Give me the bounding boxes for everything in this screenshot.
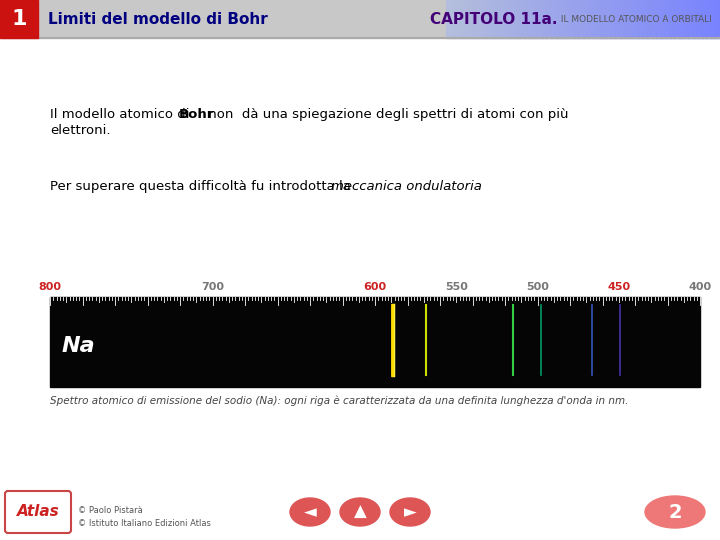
- Bar: [679, 0, 685, 38]
- Bar: [702, 0, 707, 38]
- Text: Il modello atomico di: Il modello atomico di: [50, 108, 194, 121]
- Bar: [611, 0, 616, 38]
- Bar: [533, 0, 539, 38]
- Bar: [624, 0, 630, 38]
- Text: ◄: ◄: [304, 503, 316, 521]
- Bar: [661, 0, 666, 38]
- Bar: [482, 0, 488, 38]
- Bar: [574, 0, 580, 38]
- Bar: [711, 0, 716, 38]
- Text: ▲: ▲: [354, 503, 366, 521]
- Bar: [556, 0, 561, 38]
- Bar: [642, 0, 648, 38]
- Bar: [492, 0, 498, 38]
- Bar: [716, 0, 720, 38]
- Bar: [464, 0, 470, 38]
- Bar: [697, 0, 703, 38]
- Bar: [656, 0, 662, 38]
- Text: 700: 700: [201, 282, 224, 292]
- Text: elettroni.: elettroni.: [50, 124, 110, 137]
- Bar: [570, 0, 575, 38]
- Bar: [551, 0, 557, 38]
- Bar: [597, 0, 602, 38]
- Bar: [665, 0, 671, 38]
- Bar: [451, 0, 456, 38]
- Bar: [515, 0, 520, 38]
- Bar: [675, 0, 680, 38]
- Text: 600: 600: [364, 282, 387, 292]
- Bar: [446, 0, 451, 38]
- Bar: [638, 0, 644, 38]
- Bar: [487, 0, 492, 38]
- Bar: [519, 0, 525, 38]
- Bar: [537, 0, 543, 38]
- Bar: [0, 0, 38, 38]
- Bar: [478, 0, 484, 38]
- Bar: [629, 0, 634, 38]
- Text: non  dà una spiegazione degli spettri di atomi con più: non dà una spiegazione degli spettri di …: [204, 108, 569, 121]
- Text: Atlas: Atlas: [17, 503, 59, 518]
- Bar: [633, 0, 639, 38]
- Bar: [606, 0, 611, 38]
- Bar: [592, 0, 598, 38]
- Bar: [455, 0, 461, 38]
- Ellipse shape: [645, 496, 705, 528]
- Bar: [652, 0, 657, 38]
- Bar: [528, 0, 534, 38]
- Bar: [560, 0, 566, 38]
- Bar: [501, 0, 506, 38]
- Bar: [601, 0, 607, 38]
- Text: 800: 800: [38, 282, 61, 292]
- Text: IL MODELLO ATOMICO A ORBITALI: IL MODELLO ATOMICO A ORBITALI: [558, 15, 712, 24]
- Ellipse shape: [290, 498, 330, 526]
- Bar: [619, 0, 625, 38]
- Bar: [564, 0, 570, 38]
- Bar: [469, 0, 474, 38]
- Bar: [50, 297, 700, 387]
- Bar: [615, 0, 621, 38]
- Text: Spettro atomico di emissione del sodio (Na): ogni riga è caratterizzata da una d: Spettro atomico di emissione del sodio (…: [50, 395, 629, 406]
- Text: Na: Na: [62, 336, 96, 356]
- Text: .: .: [448, 180, 451, 193]
- Text: meccanica ondulatoria: meccanica ondulatoria: [330, 180, 482, 193]
- Bar: [578, 0, 584, 38]
- Bar: [0, 0, 720, 38]
- Bar: [706, 0, 712, 38]
- Text: 1: 1: [12, 9, 27, 29]
- Bar: [474, 0, 479, 38]
- Text: © Paolo Pistarà
© Istituto Italiano Edizioni Atlas: © Paolo Pistarà © Istituto Italiano Ediz…: [78, 506, 211, 528]
- Bar: [588, 0, 593, 38]
- Bar: [693, 0, 698, 38]
- Bar: [505, 0, 511, 38]
- Bar: [683, 0, 689, 38]
- Text: Bohr: Bohr: [179, 108, 214, 121]
- Text: ►: ►: [404, 503, 416, 521]
- Text: 450: 450: [607, 282, 630, 292]
- Text: 500: 500: [526, 282, 549, 292]
- Text: 550: 550: [445, 282, 468, 292]
- Bar: [583, 0, 588, 38]
- Text: 2: 2: [668, 503, 682, 522]
- Text: CAPITOLO 11a.: CAPITOLO 11a.: [430, 11, 557, 26]
- Bar: [542, 0, 547, 38]
- Text: Limiti del modello di Bohr: Limiti del modello di Bohr: [48, 11, 268, 26]
- Bar: [510, 0, 516, 38]
- Bar: [459, 0, 465, 38]
- Ellipse shape: [340, 498, 380, 526]
- Bar: [523, 0, 529, 38]
- Text: 400: 400: [688, 282, 711, 292]
- FancyBboxPatch shape: [5, 491, 71, 533]
- Bar: [496, 0, 502, 38]
- Bar: [670, 0, 675, 38]
- Text: Per superare questa difficoltà fu introdotta la: Per superare questa difficoltà fu introd…: [50, 180, 355, 193]
- Ellipse shape: [390, 498, 430, 526]
- Bar: [546, 0, 552, 38]
- Bar: [647, 0, 652, 38]
- Bar: [688, 0, 693, 38]
